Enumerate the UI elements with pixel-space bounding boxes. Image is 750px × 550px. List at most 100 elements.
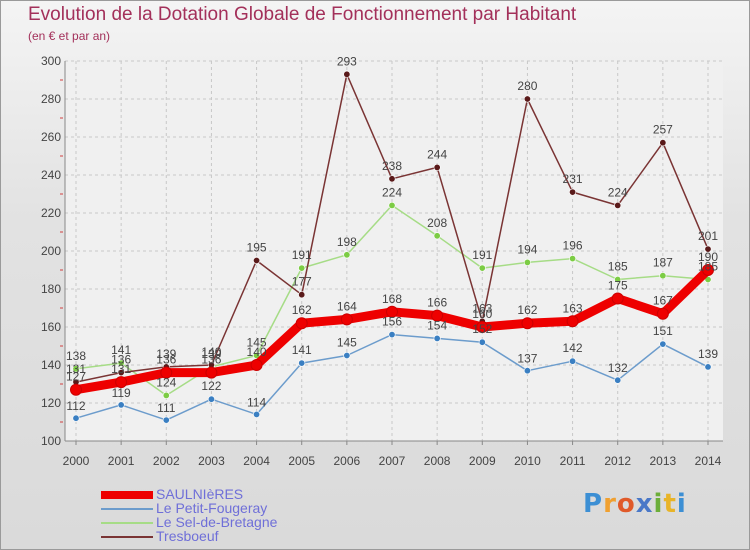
series-2-point [117,359,125,367]
series-0-point [702,264,714,276]
x-tick-label: 2004 [243,454,270,468]
legend-swatch-sel-de-bretagne [101,522,153,524]
series-0-data-label: 164 [337,299,357,313]
series-2-point [162,391,170,399]
series-1-point [343,351,351,359]
series-3-data-label: 224 [608,185,628,199]
series-0-data-label: 190 [698,250,718,264]
series-3-data-label: 257 [653,123,673,137]
series-0-point [656,307,669,320]
series-2-data-label: 208 [427,216,447,230]
series-1-point [117,401,125,409]
series-3-point [614,201,622,209]
series-2-point [523,258,531,266]
y-tick-label: 280 [41,92,61,106]
series-1-data-label: 122 [201,379,221,393]
series-0-point [431,309,444,322]
series-3-data-label: 136 [111,353,131,367]
series-3-data-label: 195 [247,241,267,255]
series-2-data-label: 194 [517,242,537,256]
series-3-data-label: 244 [427,147,447,161]
series-1-point [569,357,577,365]
legend-swatch-saulnieres [101,491,153,499]
y-tick-label: 140 [41,358,61,372]
legend-label-saulnieres: SAULNIèRES [156,486,244,502]
series-0-point [476,321,489,333]
series-1-data-label: 145 [337,336,357,350]
series-3-data-label: 163 [472,301,492,315]
series-1-point [659,340,667,348]
series-2-point [388,201,396,209]
x-tick-label: 2005 [288,454,315,468]
series-3-data-label: 177 [292,275,312,289]
x-tick-label: 2001 [108,454,135,468]
chart-subtitle: (en € et par an) [28,29,111,43]
series-0-data-label: 162 [517,303,537,317]
series-0-point [566,315,579,328]
series-1-point [478,338,486,346]
series-1-point [388,331,396,339]
series-1-data-label: 114 [247,395,266,409]
series-3-data-label: 131 [66,362,86,376]
series-0-data-label: 136 [156,353,176,367]
x-tick-label: 2000 [63,454,90,468]
series-3-point [569,188,577,196]
series-1-data-label: 142 [563,341,583,355]
series-0-point [70,383,82,396]
x-tick-label: 2010 [514,454,541,468]
series-2-point [569,255,577,263]
series-2-point [433,232,441,240]
series-2-data-label: 191 [292,248,312,262]
series-2-point [704,275,712,283]
legend-label-petit-fougeray: Le Petit-Fougeray [156,500,268,516]
series-1-point [614,376,622,384]
series-3-point [253,256,261,264]
y-tick-label: 100 [41,434,61,448]
series-0-data-label: 140 [247,345,267,359]
series-2-point [614,275,622,283]
series-0-data-label: 131 [111,362,131,376]
x-tick-label: 2003 [198,454,225,468]
y-tick-label: 200 [41,244,61,258]
x-tick-label: 2007 [379,454,406,468]
series-3-data-label: 238 [382,159,402,173]
series-0-data-label: 163 [563,301,583,315]
series-1-data-label: 154 [427,318,447,332]
series-1-data-label: 156 [382,315,402,329]
series-0-point [160,366,173,379]
proxiti-logo: Proxiti [583,489,687,519]
series-1-data-label: 137 [517,352,537,366]
series-2-data-label: 196 [563,239,583,253]
series-0-data-label: 175 [608,279,628,293]
series-3-point [704,245,712,253]
series-2-point [253,351,261,359]
series-1-point [207,395,215,403]
x-tick-label: 2006 [334,454,361,468]
series-2-data-label: 224 [382,185,402,199]
series-0-data-label: 127 [66,370,86,384]
x-tick-label: 2008 [424,454,451,468]
series-0-point [250,359,263,371]
legend-swatch-tresboeuf [101,536,153,538]
series-3-point [523,95,531,103]
series-3-data-label: 201 [698,229,718,243]
series-1-data-label: 152 [472,322,492,336]
series-3-point [433,163,441,171]
x-tick-label: 2012 [604,454,631,468]
series-2-data-label: 141 [111,343,131,357]
series-1-data-label: 139 [698,347,718,361]
series-0-point [521,317,534,330]
series-1-point [704,363,712,371]
series-0-point [295,317,308,330]
y-tick-label: 160 [41,320,61,334]
series-1-data-label: 132 [608,361,628,375]
x-tick-label: 2009 [469,454,496,468]
series-2-data-label: 138 [66,349,86,363]
legend-label-sel-de-bretagne: Le Sel-de-Bretagne [156,514,278,530]
series-2-data-label: 145 [247,336,267,350]
chart-title: Evolution de la Dotation Globale de Fonc… [28,4,577,25]
series-0-data-label: 136 [201,353,221,367]
series-2-data-label: 198 [337,235,357,249]
y-tick-label: 240 [41,168,61,182]
series-0-point [205,366,218,379]
